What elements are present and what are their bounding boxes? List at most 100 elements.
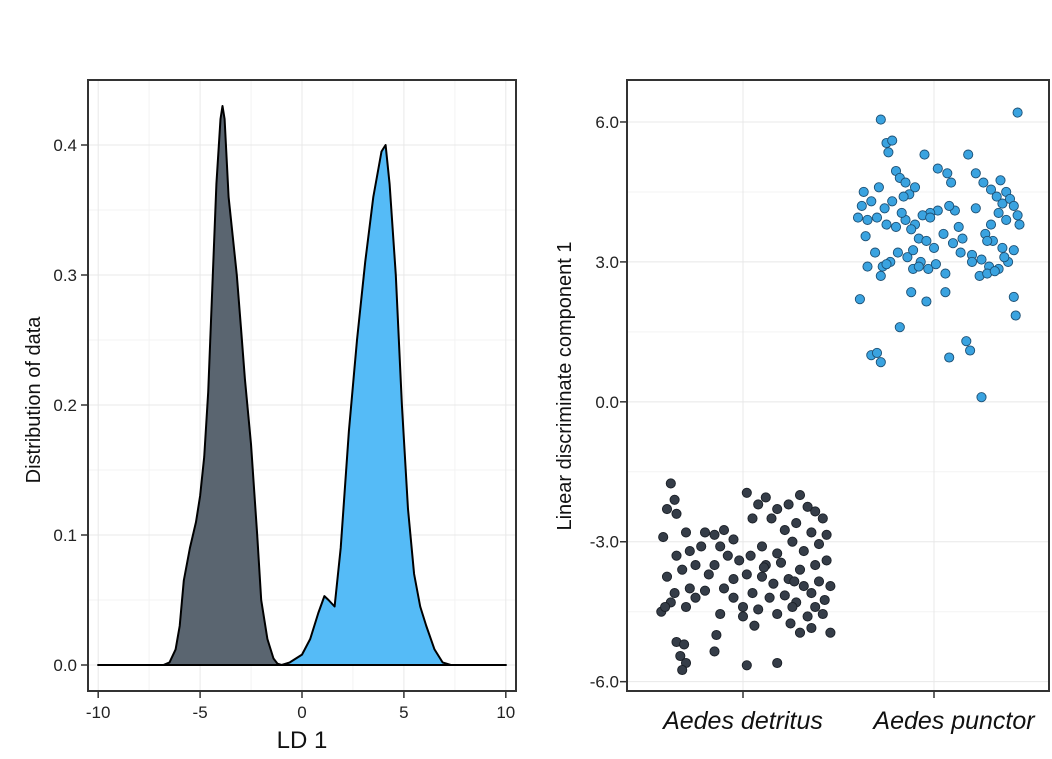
scatter-point <box>871 347 883 358</box>
scatter-point <box>860 231 871 242</box>
scatter-point <box>810 560 821 571</box>
scatter-point <box>902 252 913 263</box>
scatter-point <box>940 268 951 279</box>
scatter-point <box>745 550 756 561</box>
scatter-point <box>758 562 769 573</box>
scatter-point <box>787 601 798 613</box>
scatter-point <box>978 177 989 188</box>
density-area-series-1 <box>97 144 507 666</box>
density-curves <box>97 105 507 666</box>
scatter-point <box>817 608 828 620</box>
scatter-point <box>756 571 768 582</box>
scatter-point <box>715 541 726 552</box>
scatter-point <box>779 590 790 601</box>
scatter-category-label: Aedes detritus <box>661 707 823 735</box>
scatter-point <box>671 508 682 519</box>
scatter-point <box>718 525 730 536</box>
scatter-plot-background <box>627 80 1049 691</box>
scatter-point <box>779 525 790 536</box>
scatter-point <box>794 490 806 501</box>
scatter-point <box>684 546 695 557</box>
density-x-tick-label: 10 <box>496 703 515 722</box>
scatter-point <box>896 207 907 218</box>
scatter-point <box>775 557 787 568</box>
density-y-tick-label: 0.4 <box>53 136 77 155</box>
scatter-point <box>1001 214 1012 225</box>
scatter-y-tick-label: -3.0 <box>590 533 619 552</box>
scatter-point <box>881 259 892 270</box>
scatter-point <box>768 578 779 589</box>
scatter-point <box>789 576 800 587</box>
scatter-point <box>813 539 825 550</box>
scatter-point <box>785 618 796 629</box>
scatter-point <box>741 569 752 580</box>
scatter-point <box>942 168 953 179</box>
scatter-point <box>825 627 836 638</box>
scatter-point <box>957 233 968 244</box>
scatter-point <box>852 212 864 223</box>
scatter-point <box>821 555 832 566</box>
density-y-tick-label: 0.0 <box>53 656 77 675</box>
scatter-point <box>923 263 934 274</box>
scatter-point <box>671 550 682 561</box>
scatter-point <box>753 604 764 615</box>
density-y-tick-label: 0.3 <box>53 266 77 285</box>
scatter-point <box>887 135 898 146</box>
scatter-point <box>766 513 777 524</box>
scatter-point <box>821 529 832 540</box>
scatter-point <box>802 501 813 512</box>
scatter-point <box>728 534 739 545</box>
scatter-point <box>858 186 869 197</box>
scatter-point <box>722 550 733 561</box>
scatter-point <box>881 219 892 230</box>
scatter-point <box>675 650 686 662</box>
density-x-axis-title: LD 1 <box>277 727 328 754</box>
scatter-point <box>794 627 806 638</box>
scatter-point <box>932 163 943 174</box>
scatter-point <box>875 270 886 281</box>
scatter-point <box>993 207 1004 218</box>
scatter-point <box>921 235 932 246</box>
scatter-point <box>699 585 711 596</box>
scatter-point <box>976 392 987 403</box>
scatter-point <box>953 221 964 232</box>
scatter-point <box>866 196 877 207</box>
scatter-point <box>699 527 711 538</box>
scatter-point <box>906 224 917 235</box>
scatter-point <box>741 487 752 498</box>
scatter-point <box>940 287 951 298</box>
scatter-point <box>810 506 821 517</box>
scatter-point <box>879 203 890 214</box>
scatter-point <box>825 581 836 592</box>
scatter-point <box>921 296 932 307</box>
scatter-point <box>997 198 1008 209</box>
scatter-point <box>919 149 930 160</box>
scatter-point <box>772 504 783 515</box>
scatter-y-tick-label: 3.0 <box>595 253 619 272</box>
scatter-point <box>982 235 993 246</box>
scatter-point <box>764 592 775 603</box>
scatter-y-axis-title: Linear discriminate component 1 <box>554 241 576 530</box>
scatter-point <box>709 560 720 571</box>
scatter-point <box>718 583 730 594</box>
scatter-point <box>985 184 997 195</box>
scatter-point <box>661 504 673 515</box>
scatter-point <box>1010 310 1021 321</box>
scatter-point <box>875 357 886 368</box>
scatter-point <box>810 601 821 613</box>
scatter-point <box>955 247 966 258</box>
scatter-point <box>925 212 936 223</box>
scatter-point <box>798 581 809 592</box>
scatter-point <box>1008 291 1019 302</box>
scatter-point <box>938 228 949 239</box>
scatter-point <box>928 242 940 253</box>
scatter-point <box>772 657 783 669</box>
scatter-point <box>970 168 981 179</box>
scatter-x-axis: Aedes detritus Aedes punctor <box>661 691 1036 735</box>
scatter-point <box>690 560 701 571</box>
scatter-point <box>696 541 707 552</box>
scatter-point <box>887 196 898 207</box>
density-x-tick-label: 5 <box>399 703 408 722</box>
scatter-point <box>728 592 739 603</box>
